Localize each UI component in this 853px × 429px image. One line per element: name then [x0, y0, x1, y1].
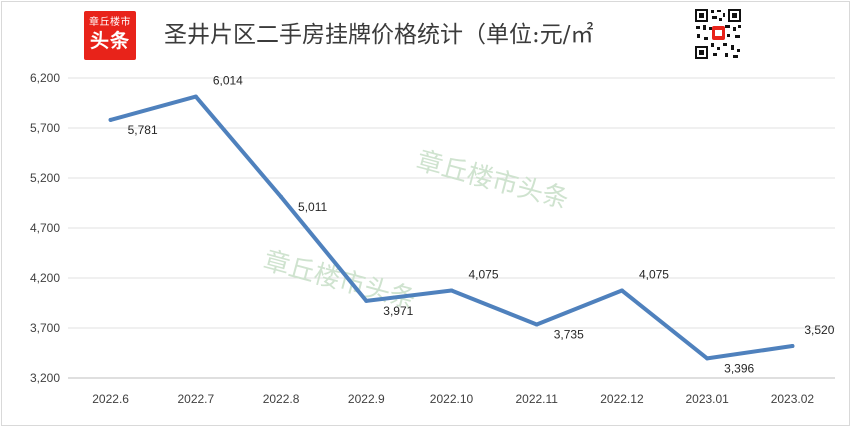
- y-tick-label: 4,200: [30, 271, 60, 285]
- data-label: 5,781: [128, 123, 158, 137]
- data-point: [534, 322, 539, 327]
- data-label: 4,075: [639, 268, 669, 282]
- data-points: [108, 94, 795, 361]
- data-label: 3,735: [554, 328, 584, 342]
- data-label: 5,011: [298, 200, 327, 214]
- x-axis-tick-labels: 2022.6 2022.7 2022.8 2022.9 2022.10 2022.11 20…: [92, 392, 814, 406]
- y-axis-tick-labels: 3,200 3,700 4,200 4,700 5,200 5,700 6,200: [30, 71, 60, 385]
- x-tick-label: 2023.01: [685, 392, 729, 406]
- y-tick-label: 6,200: [30, 71, 60, 85]
- gridlines: [68, 77, 835, 379]
- y-tick-label: 3,200: [30, 371, 60, 385]
- x-tick-label: 2022.10: [430, 392, 474, 406]
- x-tick-label: 2022.11: [515, 392, 558, 406]
- x-tick-label: 2022.7: [177, 392, 214, 406]
- data-label: 4,075: [469, 268, 499, 282]
- logo-text-bottom: 头条: [89, 30, 130, 52]
- x-tick-label: 2022.9: [348, 392, 385, 406]
- data-label: 6,014: [213, 74, 243, 88]
- data-point: [449, 288, 454, 293]
- y-tick-label: 3,700: [30, 321, 60, 335]
- qr-code-icon: [693, 7, 743, 61]
- data-point: [619, 288, 624, 293]
- data-point: [705, 356, 710, 361]
- data-point: [279, 194, 284, 199]
- data-label: 3,520: [804, 323, 834, 337]
- chart-title: 圣井片区二手房挂牌价格统计（单位:元/㎡: [164, 22, 594, 48]
- data-point: [790, 344, 795, 348]
- data-point: [193, 94, 198, 99]
- data-label: 3,971: [383, 304, 413, 318]
- data-point: [364, 298, 369, 303]
- data-label: 3,396: [724, 361, 754, 375]
- watermark-text: 章丘楼市头条: [413, 146, 571, 215]
- x-tick-label: 2022.6: [92, 392, 129, 406]
- x-tick-label: 2022.12: [600, 392, 644, 406]
- brand-logo: 章丘楼市 头条: [84, 11, 136, 60]
- logo-text-top: 章丘楼市: [89, 17, 131, 28]
- data-point: [108, 117, 113, 122]
- y-tick-label: 4,700: [30, 221, 60, 235]
- y-tick-label: 5,700: [30, 121, 60, 135]
- data-labels: 5,781 6,014 5,011 3,971 4,075 3,735 4,075 3,396…: [128, 74, 835, 376]
- y-tick-label: 5,200: [30, 171, 60, 185]
- x-tick-label: 2023.02: [771, 392, 815, 406]
- x-tick-label: 2022.8: [263, 392, 300, 406]
